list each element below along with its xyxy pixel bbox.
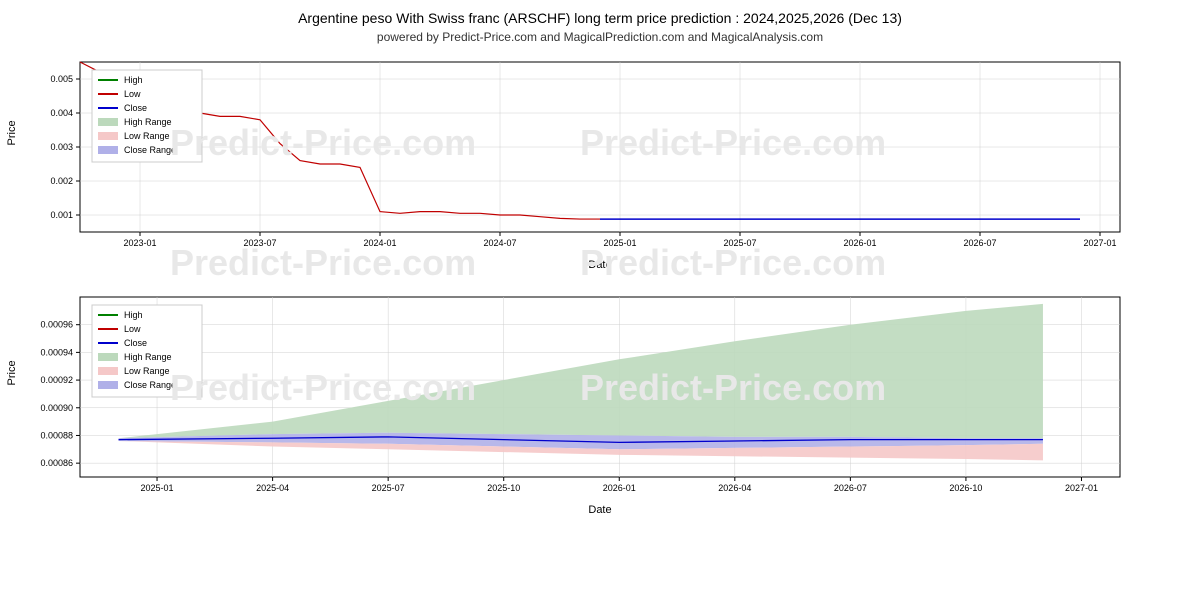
svg-text:0.001: 0.001: [50, 210, 73, 220]
svg-text:Close Range: Close Range: [124, 145, 176, 155]
svg-text:Close Range: Close Range: [124, 380, 176, 390]
chart-svg-bottom: 0.00086 0.00088 0.00090 0.00092 0.00094 0.000…: [20, 287, 1160, 502]
chart-subtitle: powered by Predict-Price.com and Magical…: [20, 30, 1180, 44]
svg-text:0.003: 0.003: [50, 142, 73, 152]
svg-text:Close: Close: [124, 338, 147, 348]
svg-text:2025-07: 2025-07: [723, 238, 756, 248]
svg-text:2023-07: 2023-07: [243, 238, 276, 248]
chart-title: Argentine peso With Swiss franc (ARSCHF)…: [20, 10, 1180, 26]
svg-text:2024-01: 2024-01: [363, 238, 396, 248]
svg-text:2026-10: 2026-10: [949, 483, 982, 493]
svg-text:2025-01: 2025-01: [141, 483, 174, 493]
svg-text:2027-01: 2027-01: [1083, 238, 1116, 248]
chart-svg-top: 0.001 0.002 0.003 0.004 0.005 2023-01 2023-07 2…: [20, 52, 1160, 257]
svg-text:Low Range: Low Range: [124, 366, 170, 376]
x-axis-label: Date: [20, 259, 1180, 271]
svg-text:Low: Low: [124, 324, 141, 334]
svg-text:Close: Close: [124, 103, 147, 113]
svg-text:0.005: 0.005: [50, 74, 73, 84]
svg-text:2026-07: 2026-07: [963, 238, 996, 248]
chart-top: Predict-Price.com Predict-Price.com Pred…: [20, 52, 1180, 277]
svg-text:High Range: High Range: [124, 352, 172, 362]
svg-text:0.002: 0.002: [50, 176, 73, 186]
svg-text:2025-01: 2025-01: [603, 238, 636, 248]
svg-text:0.00096: 0.00096: [40, 320, 73, 330]
svg-text:Low Range: Low Range: [124, 131, 170, 141]
svg-text:High Range: High Range: [124, 117, 172, 127]
svg-text:0.004: 0.004: [50, 108, 73, 118]
svg-text:High: High: [124, 310, 143, 320]
svg-text:0.00086: 0.00086: [40, 458, 73, 468]
y-axis-label: Price: [6, 120, 18, 145]
svg-text:0.00094: 0.00094: [40, 347, 73, 357]
svg-text:2026-07: 2026-07: [834, 483, 867, 493]
svg-text:2027-01: 2027-01: [1065, 483, 1098, 493]
svg-text:0.00088: 0.00088: [40, 430, 73, 440]
svg-text:Low: Low: [124, 89, 141, 99]
svg-text:2023-01: 2023-01: [123, 238, 156, 248]
svg-text:2025-04: 2025-04: [256, 483, 289, 493]
svg-text:2025-07: 2025-07: [372, 483, 405, 493]
y-axis-label: Price: [6, 360, 18, 385]
svg-text:2026-01: 2026-01: [603, 483, 636, 493]
svg-text:High: High: [124, 75, 143, 85]
chart-bottom: Predict-Price.com Predict-Price.com Pric…: [20, 287, 1180, 532]
x-axis-label: Date: [20, 504, 1180, 516]
svg-text:2025-10: 2025-10: [487, 483, 520, 493]
svg-text:0.00090: 0.00090: [40, 403, 73, 413]
svg-text:2024-07: 2024-07: [483, 238, 516, 248]
svg-text:2026-04: 2026-04: [718, 483, 751, 493]
svg-text:2026-01: 2026-01: [843, 238, 876, 248]
svg-text:0.00092: 0.00092: [40, 375, 73, 385]
